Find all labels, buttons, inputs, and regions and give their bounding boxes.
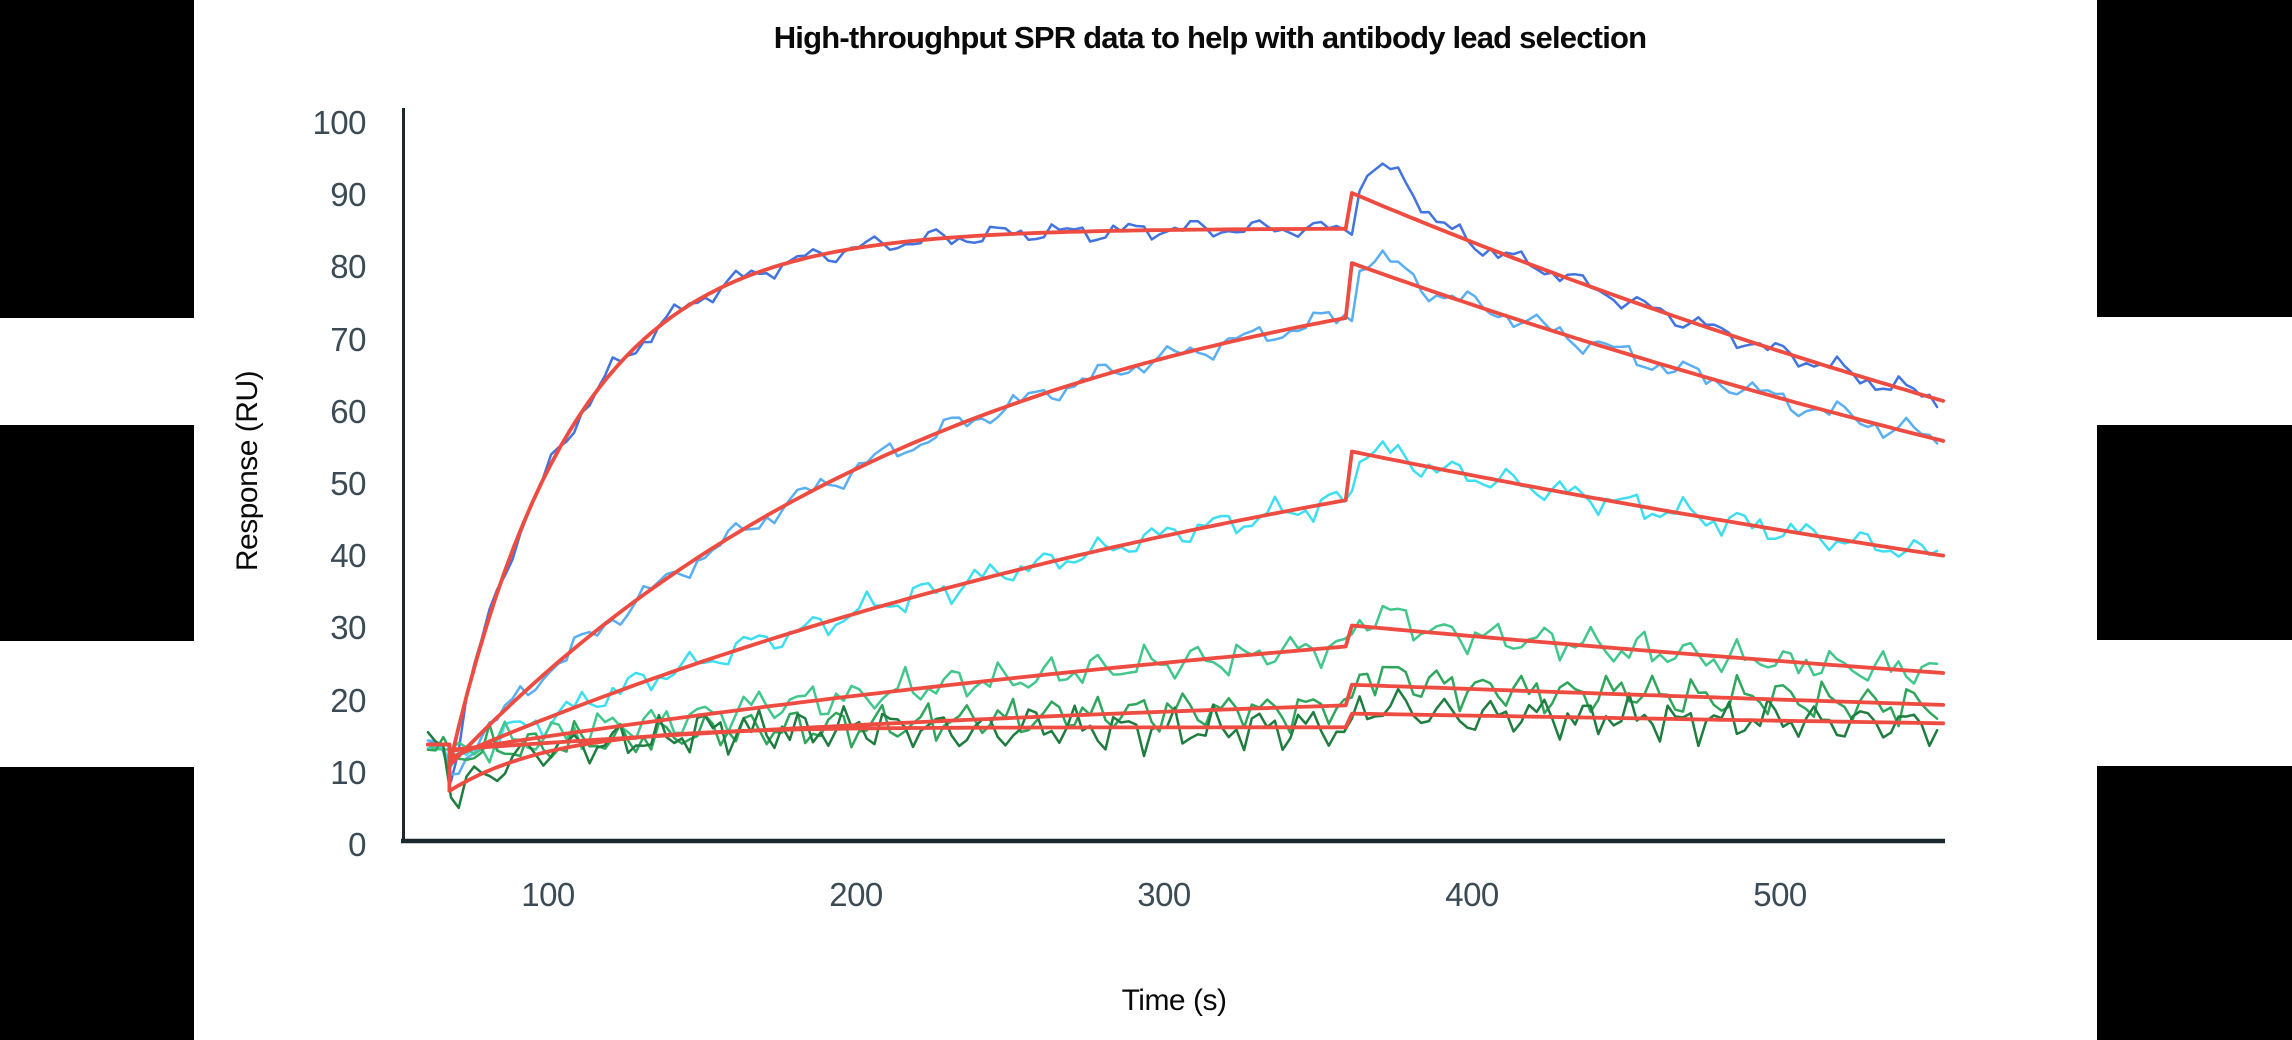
y-tick-label-60: 60 (330, 392, 366, 430)
y-tick-label-70: 70 (330, 320, 366, 358)
sensorgram-5-data-trace (426, 665, 1939, 762)
sensorgram-4-fit-line (426, 623, 1946, 753)
y-tick-label-100: 100 (312, 104, 366, 141)
x-tick-label-500: 500 (1753, 876, 1807, 913)
y-tick-label-20: 20 (330, 681, 366, 719)
y-tick-label-10: 10 (330, 753, 366, 791)
decor-bar-left-bottom (0, 767, 194, 1040)
x-axis-title: Time (s) (1121, 984, 1227, 1017)
x-tick-label-100: 100 (521, 876, 575, 913)
sensorgram-3-fit-line (426, 449, 1946, 761)
decor-bar-right-top (2097, 0, 2292, 317)
sensorgram-6-lowest-data-trace (426, 687, 1939, 810)
decor-bar-right-bottom (2097, 766, 2292, 1040)
sensorgram-6-lowest-fit-line (426, 711, 1946, 793)
decor-bar-left-top (0, 0, 194, 318)
y-tick-label-80: 80 (330, 248, 366, 286)
sensorgram-3-data-trace (426, 440, 1939, 768)
x-tick-label-200: 200 (829, 876, 883, 913)
x-tick-label-400: 400 (1445, 876, 1499, 913)
y-tick-label-0: 0 (348, 826, 366, 863)
chart-title: High-throughput SPR data to help with an… (773, 20, 1647, 55)
sensorgram-1-highest-data-trace (426, 162, 1939, 783)
sensorgram-2-fit-line (426, 261, 1946, 768)
y-tick-label-30: 30 (330, 609, 366, 647)
y-axis-title: Response (RU) (231, 370, 264, 572)
y-tick-label-40: 40 (330, 537, 366, 575)
x-tick-label-300: 300 (1137, 876, 1191, 913)
decor-bar-right-middle (2097, 425, 2292, 640)
y-tick-label-90: 90 (330, 176, 366, 214)
decor-bar-left-middle (0, 425, 194, 641)
sensorgram-1-highest-fit-line (426, 191, 1946, 768)
y-tick-label-50: 50 (330, 465, 366, 502)
